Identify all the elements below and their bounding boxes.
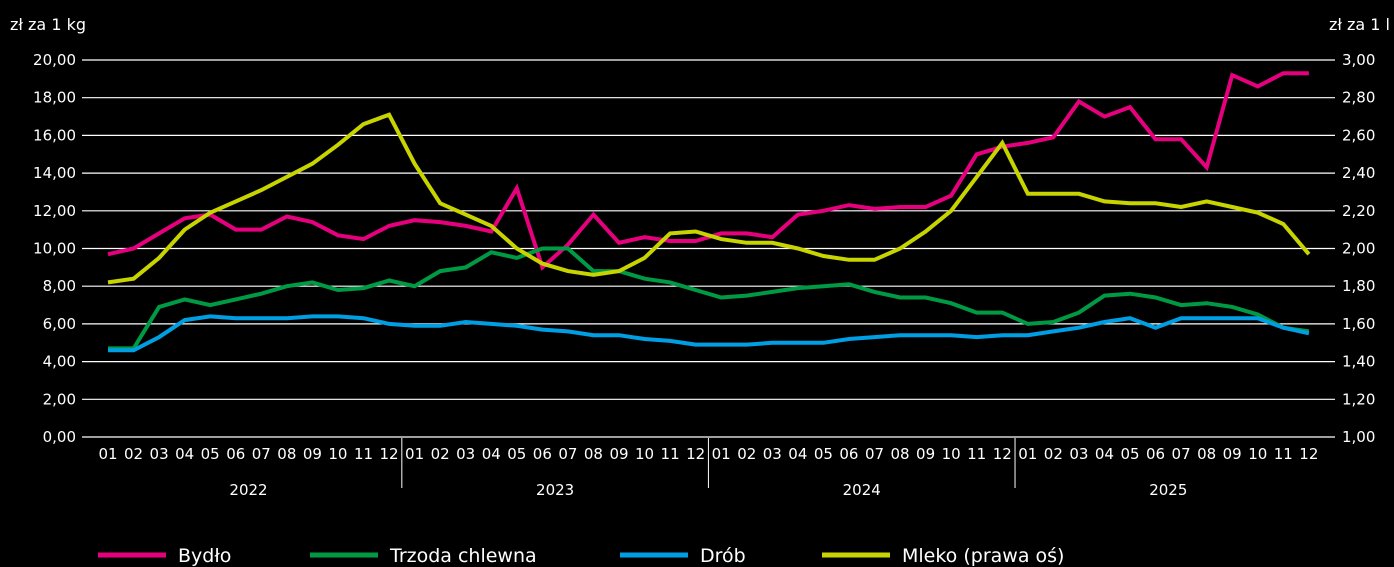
month-tick-label: 09 [609,445,628,463]
month-tick-label: 07 [252,445,271,463]
month-tick-label: 09 [303,445,322,463]
left-tick-label: 6,00 [43,315,76,333]
series-line [107,112,1311,285]
month-tick-label: 05 [1120,445,1139,463]
month-tick-label: 07 [1172,445,1191,463]
right-tick-label: 2,60 [1342,126,1375,144]
month-tick-label: 12 [686,445,705,463]
left-tick-label: 12,00 [33,202,76,220]
series-line [108,246,1310,351]
left-tick-label: 14,00 [33,164,76,182]
month-tick-label: 11 [967,445,986,463]
month-tick-label: 03 [150,445,169,463]
month-tick-label: 07 [865,445,884,463]
legend: Bydło Trzoda chlewna Drób Mleko (prawa oś) [98,545,1064,567]
year-label: 2022 [229,481,267,499]
right-tick-label: 2,80 [1342,89,1375,107]
month-tick-label: 08 [584,445,603,463]
left-tick-label: 8,00 [43,277,76,295]
month-tick-label: 01 [405,445,424,463]
month-tick-label: 06 [1146,445,1165,463]
left-tick-label: 0,00 [43,428,76,446]
legend-label: Drób [700,545,746,567]
right-tick-label: 1,40 [1342,353,1375,371]
x-axis: 01 02 03 04 05 06 07 08 09 10 11 12 2022 01 02 03 04 05 06… [98,438,1318,499]
year-label: 2023 [536,481,574,499]
month-tick-label: 04 [175,445,194,463]
left-tick-label: 4,00 [43,353,76,371]
month-tick-label: 02 [1044,445,1063,463]
month-tick-label: 11 [1274,445,1293,463]
month-tick-label: 03 [763,445,782,463]
right-tick-label: 2,00 [1342,240,1375,258]
month-tick-label: 01 [1018,445,1037,463]
month-tick-label: 01 [98,445,117,463]
year-label: 2024 [843,481,881,499]
month-tick-label: 06 [226,445,245,463]
month-tick-label: 02 [431,445,450,463]
month-tick-label: 08 [891,445,910,463]
month-tick-label: 10 [328,445,347,463]
month-tick-label: 04 [788,445,807,463]
month-tick-label: 09 [1223,445,1242,463]
month-tick-label: 05 [201,445,220,463]
right-tick-label: 1,00 [1342,428,1375,446]
legend-label: Trzoda chlewna [389,545,537,567]
month-tick-label: 01 [712,445,731,463]
month-tick-label: 03 [456,445,475,463]
right-tick-label: 1,60 [1342,315,1375,333]
right-tick-label: 1,20 [1342,390,1375,408]
left-tick-label: 16,00 [33,126,76,144]
month-tick-label: 11 [354,445,373,463]
month-tick-label: 06 [839,445,858,463]
series-lines [107,71,1311,353]
month-tick-label: 10 [942,445,961,463]
legend-label: Bydło [178,545,231,567]
right-tick-label: 2,40 [1342,164,1375,182]
left-tick-label: 2,00 [43,390,76,408]
month-tick-label: 04 [482,445,501,463]
month-tick-label: 02 [737,445,756,463]
month-tick-label: 11 [661,445,680,463]
month-tick-label: 04 [1095,445,1114,463]
month-tick-label: 12 [380,445,399,463]
right-tick-label: 2,20 [1342,202,1375,220]
right-axis-ticks: 1,00 1,20 1,40 1,60 1,80 2,00 2,20 2,40 2,60 2,80… [1342,51,1375,446]
legend-label: Mleko (prawa oś) [902,545,1064,567]
left-axis-ticks: 0,00 2,00 4,00 6,00 8,00 10,00 12,00 14,00 16,00… [33,51,76,446]
month-tick-label: 03 [1069,445,1088,463]
month-tick-label: 08 [277,445,296,463]
left-axis-label: zł za 1 kg [10,15,86,34]
month-tick-label: 12 [993,445,1012,463]
right-tick-label: 3,00 [1342,51,1375,69]
month-tick-label: 10 [1248,445,1267,463]
left-tick-label: 18,00 [33,89,76,107]
month-tick-label: 02 [124,445,143,463]
month-tick-label: 09 [916,445,935,463]
month-tick-label: 12 [1299,445,1318,463]
month-tick-label: 06 [533,445,552,463]
year-label: 2025 [1149,481,1187,499]
right-axis-label: zł za 1 l [1329,15,1390,34]
month-tick-label: 07 [558,445,577,463]
left-tick-label: 10,00 [33,240,76,258]
month-tick-label: 08 [1197,445,1216,463]
month-tick-label: 10 [635,445,654,463]
left-tick-label: 20,00 [33,51,76,69]
right-tick-label: 1,80 [1342,277,1375,295]
series-line [108,314,1310,353]
month-tick-label: 05 [507,445,526,463]
month-tick-label: 05 [814,445,833,463]
